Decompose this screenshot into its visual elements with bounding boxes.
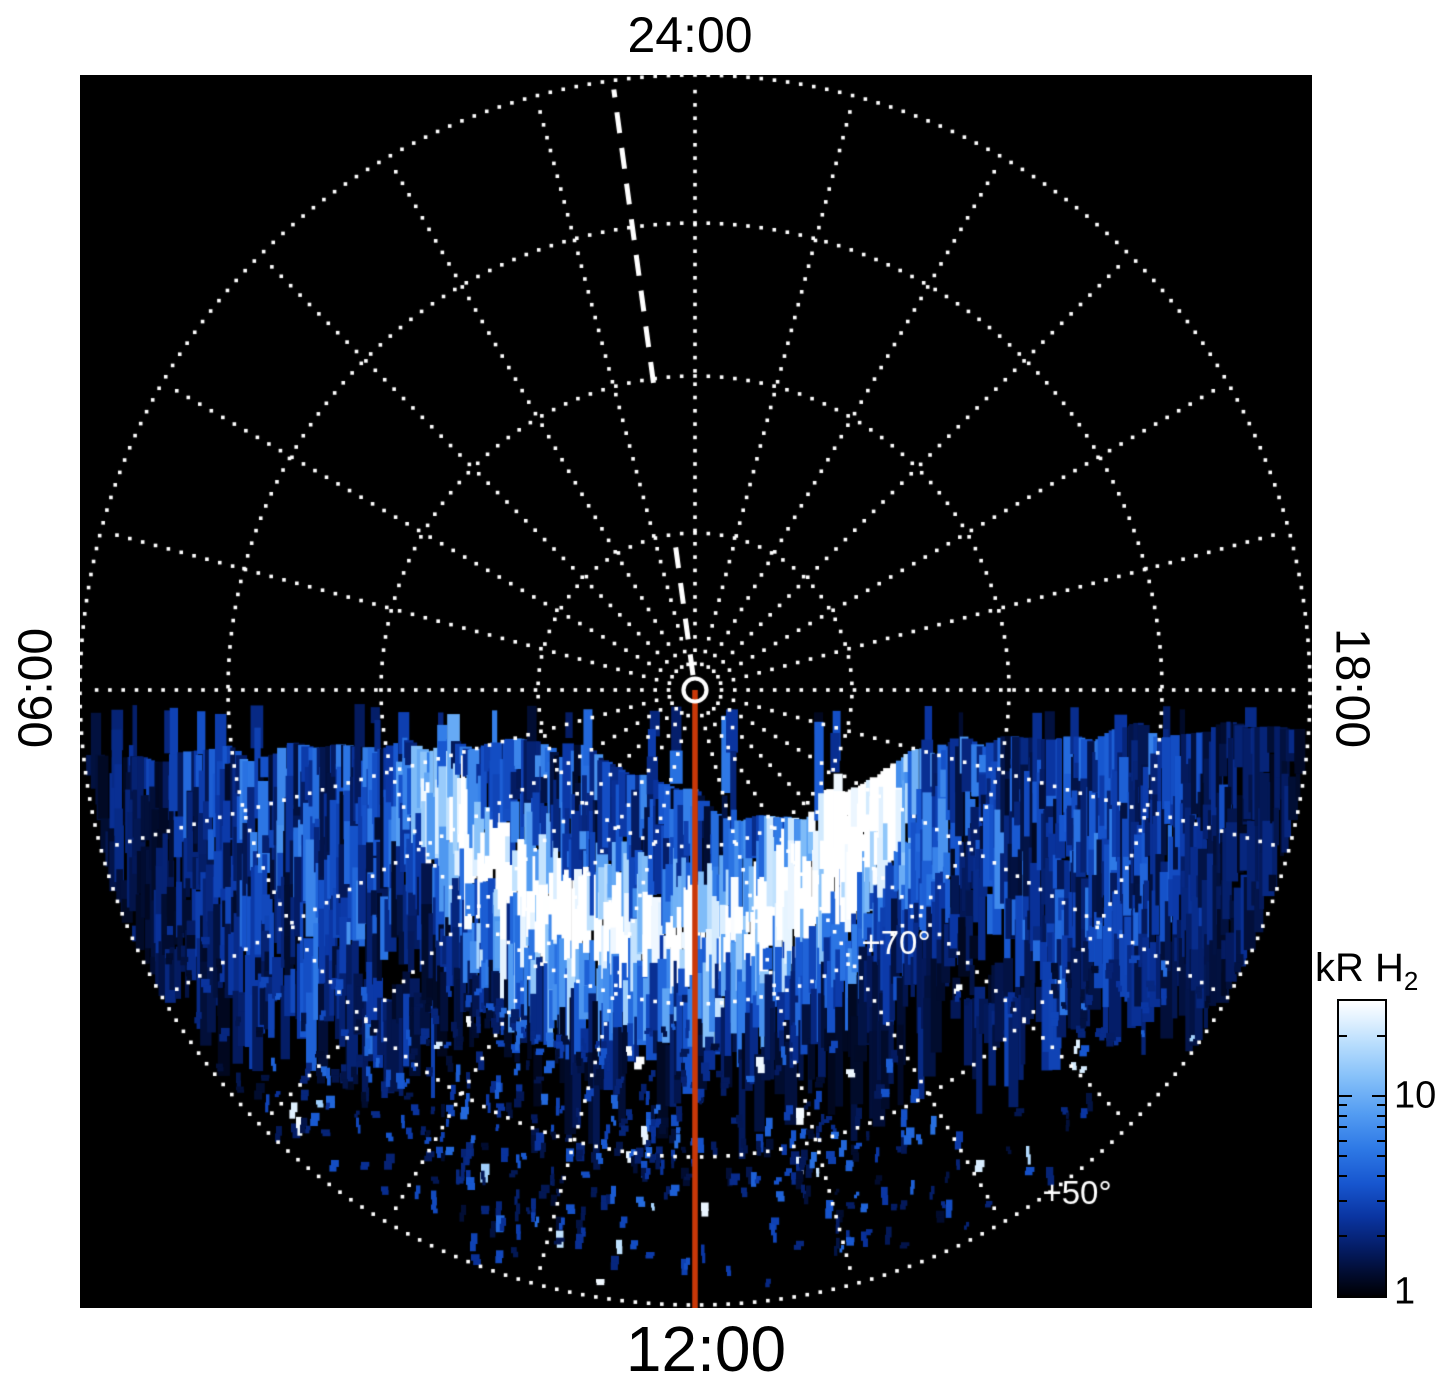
time-label-2400: 24:00 <box>627 7 753 63</box>
colorbar-title-sub: 2 <box>1403 966 1419 996</box>
colorbar-gradient <box>1337 999 1387 1298</box>
colorbar-tick <box>1339 1114 1347 1117</box>
colorbar-title-main: kR H <box>1315 946 1404 990</box>
colorbar-tick <box>1339 1139 1347 1142</box>
colorbar-tick <box>1339 1095 1352 1098</box>
colorbar-tick <box>1372 1095 1385 1098</box>
colorbar-tick <box>1377 1155 1385 1158</box>
colorbar-title: kR H2 <box>1315 946 1418 997</box>
colorbar-tick <box>1372 1295 1385 1297</box>
colorbar-tick <box>1377 1139 1385 1142</box>
time-label-1200: 12:00 <box>625 1313 787 1384</box>
polar-aurora-plot-canvas <box>80 75 1312 1308</box>
colorbar-tick <box>1377 1104 1385 1107</box>
colorbar-tick <box>1339 1199 1347 1202</box>
colorbar-tick <box>1377 1126 1385 1129</box>
colorbar-tick <box>1377 1114 1385 1117</box>
colorbar-tick-label: 1 <box>1394 1270 1416 1313</box>
colorbar-tick <box>1339 1035 1347 1038</box>
colorbar-tick-label: 10 <box>1394 1074 1437 1117</box>
colorbar-tick <box>1377 1035 1385 1038</box>
colorbar-tick <box>1339 1126 1347 1129</box>
colorbar-tick <box>1339 1234 1347 1237</box>
colorbar-tick <box>1339 1295 1352 1297</box>
colorbar-tick <box>1339 1155 1347 1158</box>
time-label-1800: 18:00 <box>1325 627 1379 749</box>
time-label-0600: 06:00 <box>9 627 63 749</box>
colorbar-tick <box>1377 1174 1385 1177</box>
colorbar-tick <box>1339 1104 1347 1107</box>
colorbar-tick <box>1377 1234 1385 1237</box>
colorbar-tick <box>1377 1199 1385 1202</box>
colorbar-tick <box>1339 1174 1347 1177</box>
